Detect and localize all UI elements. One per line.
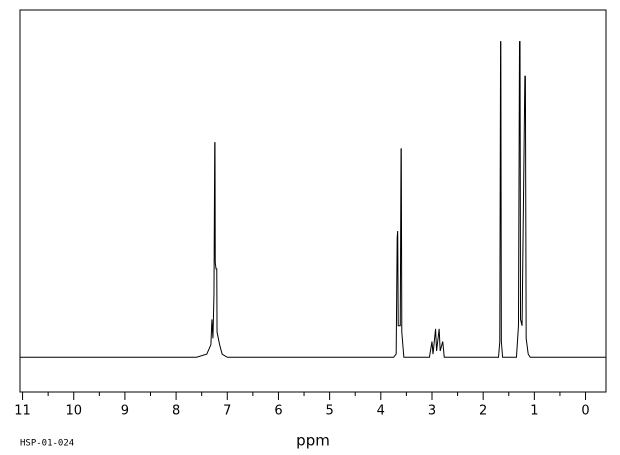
x-tick-label: 0 <box>581 404 589 419</box>
annotation: HSP-01-024 <box>20 439 74 449</box>
x-tick-label: 5 <box>325 404 333 419</box>
plot-frame <box>19 9 607 393</box>
x-tick-label: 2 <box>479 404 487 419</box>
x-tick-label: 10 <box>65 404 82 419</box>
x-tick-label: 3 <box>428 404 436 419</box>
x-tick-label: 7 <box>223 404 231 419</box>
x-tick-label: 8 <box>172 404 180 419</box>
spectrum-line <box>20 41 606 358</box>
x-tick-label: 9 <box>121 404 129 419</box>
x-tick-label: 1 <box>530 404 538 419</box>
x-axis-label: ppm <box>296 432 330 450</box>
x-tick-label: 4 <box>377 404 385 419</box>
x-tick-label: 6 <box>274 404 282 419</box>
x-tick-label: 11 <box>14 404 31 419</box>
